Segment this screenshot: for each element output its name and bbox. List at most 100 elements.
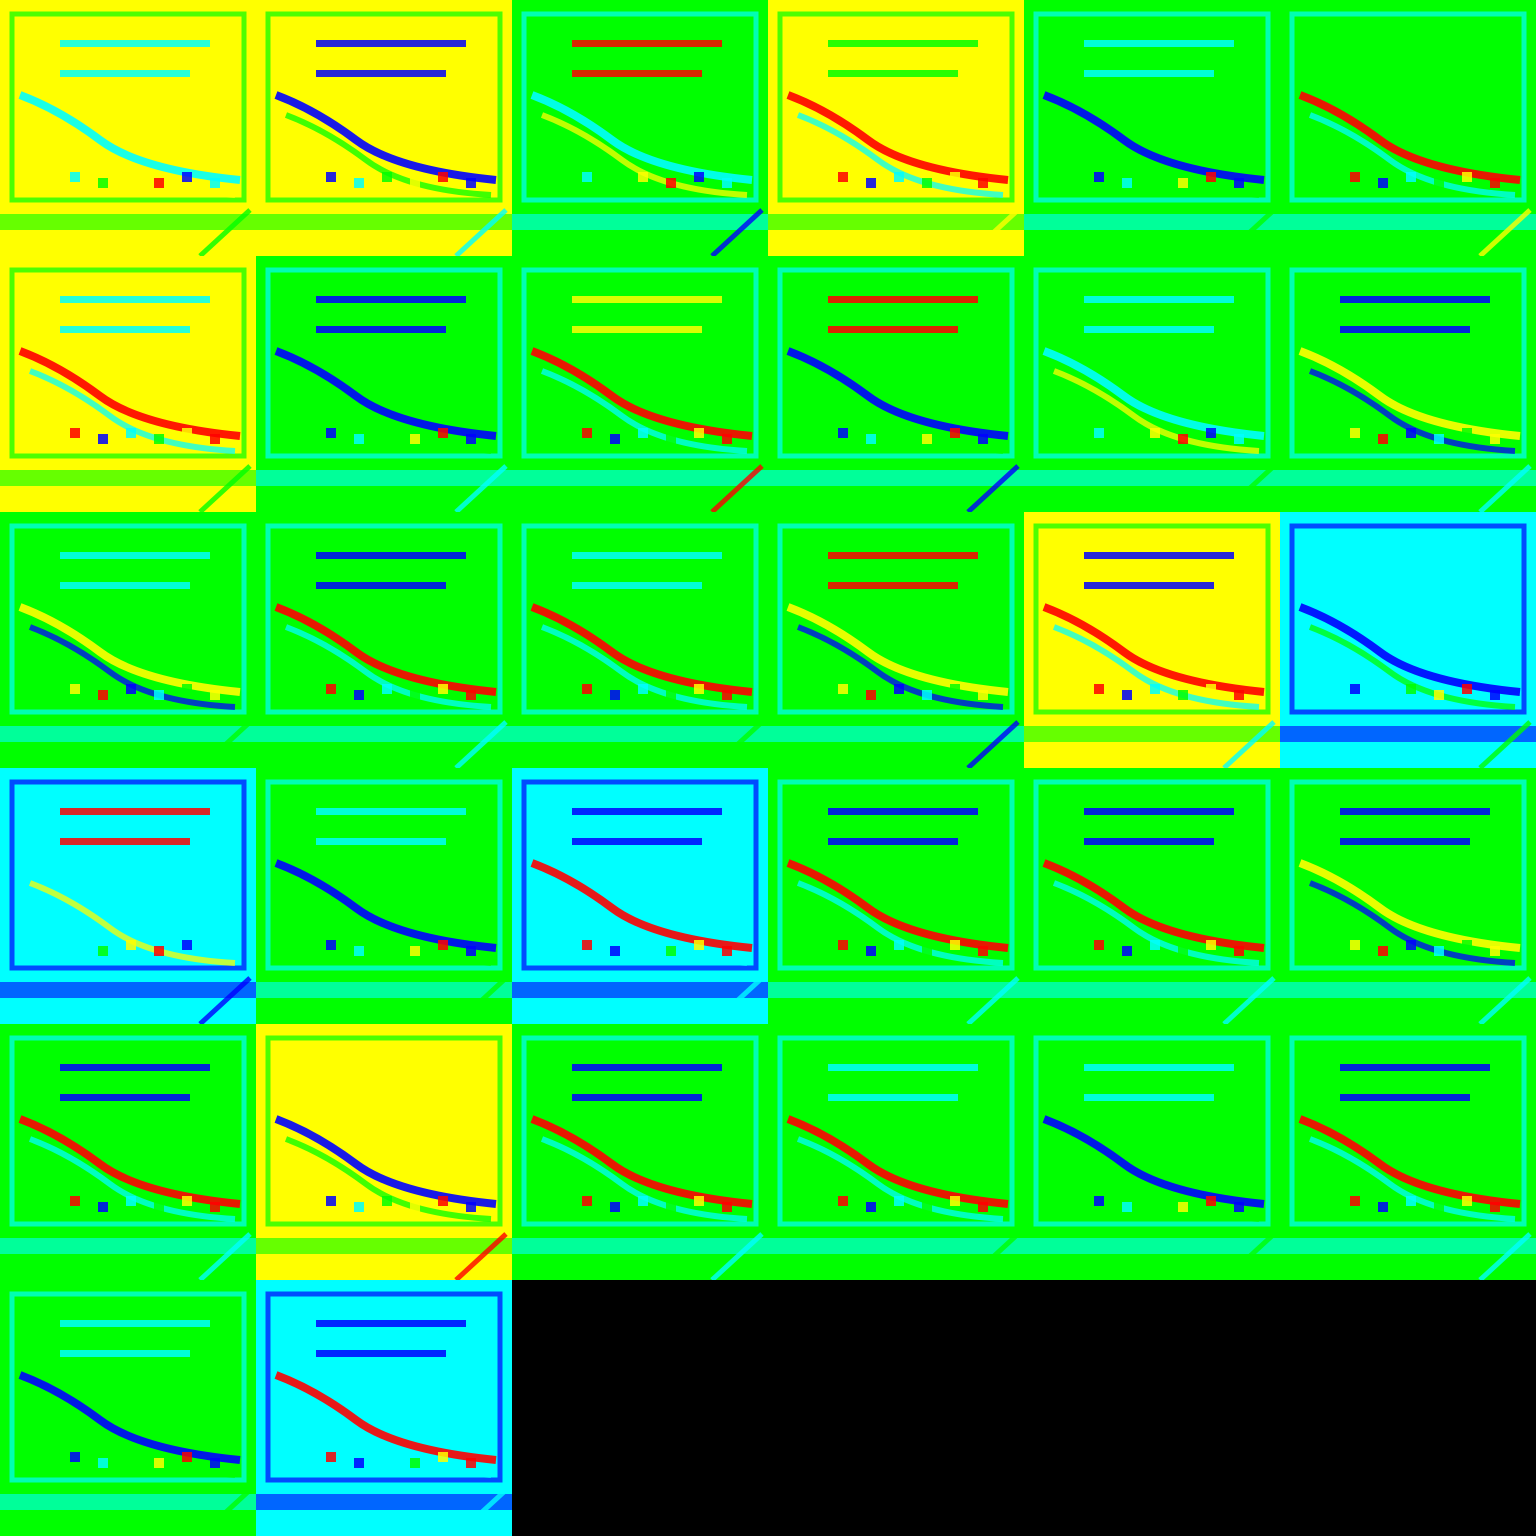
tile-marker: [210, 1202, 220, 1212]
feature-map-tile: [256, 0, 512, 256]
tile-diagonal: [966, 720, 1020, 768]
feature-map-tile: [0, 1024, 256, 1280]
tile-bottom-strip: [1280, 982, 1536, 998]
tile-marker: [154, 434, 164, 444]
tile-marker: [466, 178, 476, 188]
tile-frame: [265, 1035, 503, 1227]
tile-marker: [182, 172, 192, 182]
tile-marker: [1350, 1196, 1360, 1206]
tile-frame: [265, 11, 503, 203]
feature-map-image: [1280, 1024, 1536, 1280]
feature-map-image: [1280, 256, 1536, 512]
tile-marker: [1094, 684, 1104, 694]
tile-curve-secondary: [1308, 1136, 1516, 1222]
tile-diagonal: [454, 976, 508, 1024]
tile-band: [60, 838, 190, 845]
tile-band: [1084, 552, 1234, 559]
tile-diagonal: [198, 1232, 252, 1280]
tile-curve-secondary: [540, 624, 748, 710]
tile-curve-secondary: [1052, 1136, 1260, 1222]
tile-bottom-strip: [256, 214, 512, 230]
tile-diagonal: [454, 1232, 508, 1280]
tile-curve-secondary: [28, 624, 236, 710]
tile-band: [316, 70, 446, 77]
tile-diagonal: [198, 976, 252, 1024]
feature-map-tile: [1024, 1024, 1280, 1280]
tile-curve-secondary: [796, 880, 1004, 966]
tile-bottom-strip: [0, 1494, 256, 1510]
tile-bottom-strip: [1024, 470, 1280, 486]
tile-band: [572, 70, 702, 77]
tile-marker: [182, 1452, 192, 1462]
tile-curve-secondary: [1052, 112, 1260, 198]
feature-map-tile: [768, 256, 1024, 512]
tile-marker: [866, 178, 876, 188]
tile-marker: [1406, 940, 1416, 950]
tile-marker: [1234, 178, 1244, 188]
tile-marker: [1234, 1202, 1244, 1212]
tile-curve-secondary: [28, 880, 236, 966]
empty-tile: [1024, 1280, 1280, 1536]
tile-marker: [438, 940, 448, 950]
feature-map-image: [0, 1024, 256, 1280]
tile-band: [1084, 838, 1214, 845]
tile-band: [60, 552, 210, 559]
tile-bottom-strip: [0, 1238, 256, 1254]
tile-diagonal: [1222, 208, 1276, 256]
tile-marker: [722, 1202, 732, 1212]
tile-marker: [610, 690, 620, 700]
tile-bottom-strip: [256, 1238, 512, 1254]
feature-map-image: [256, 768, 512, 1024]
tile-curve-secondary: [1308, 112, 1516, 198]
feature-map-tile: [512, 256, 768, 512]
tile-band: [316, 582, 446, 589]
tile-marker: [666, 946, 676, 956]
tile-curve-secondary: [1308, 368, 1516, 454]
tile-marker: [638, 940, 648, 950]
tile-marker: [126, 428, 136, 438]
feature-map-tile: [1280, 768, 1536, 1024]
feature-map-image: [768, 1024, 1024, 1280]
tile-frame: [777, 1035, 1015, 1227]
feature-map-tile: [1024, 512, 1280, 768]
tile-marker: [1490, 178, 1500, 188]
tile-bottom-strip: [512, 726, 768, 742]
tile-diagonal: [710, 208, 764, 256]
feature-map-tile: [512, 768, 768, 1024]
tile-marker: [1178, 434, 1188, 444]
tile-bottom-strip: [0, 982, 256, 998]
tile-marker: [410, 1458, 420, 1468]
tile-band: [828, 326, 958, 333]
tile-frame: [521, 523, 759, 715]
tile-marker: [126, 172, 136, 182]
tile-curve-secondary: [284, 1392, 492, 1478]
tile-marker: [950, 172, 960, 182]
tile-marker: [126, 1452, 136, 1462]
tile-curve-secondary: [284, 112, 492, 198]
tile-marker: [922, 690, 932, 700]
tile-frame: [521, 267, 759, 459]
tile-bottom-strip: [768, 1238, 1024, 1254]
tile-band: [60, 40, 210, 47]
tile-marker: [666, 1202, 676, 1212]
tile-band: [828, 808, 978, 815]
empty-tile: [512, 1280, 768, 1536]
tile-frame: [265, 1291, 503, 1483]
tile-marker: [694, 940, 704, 950]
tile-curve-secondary: [1308, 624, 1516, 710]
tile-band: [316, 1094, 446, 1101]
tile-marker: [410, 178, 420, 188]
feature-map-image: [512, 1024, 768, 1280]
tile-marker: [978, 178, 988, 188]
tile-frame: [9, 11, 247, 203]
tile-marker: [1178, 690, 1188, 700]
tile-marker: [1122, 690, 1132, 700]
tile-curve-secondary: [540, 368, 748, 454]
tile-marker: [1462, 1196, 1472, 1206]
tile-bottom-strip: [256, 982, 512, 998]
tile-marker: [950, 940, 960, 950]
tile-band: [1340, 1094, 1470, 1101]
tile-band: [316, 1320, 466, 1327]
tile-marker: [1150, 428, 1160, 438]
tile-band: [316, 552, 466, 559]
